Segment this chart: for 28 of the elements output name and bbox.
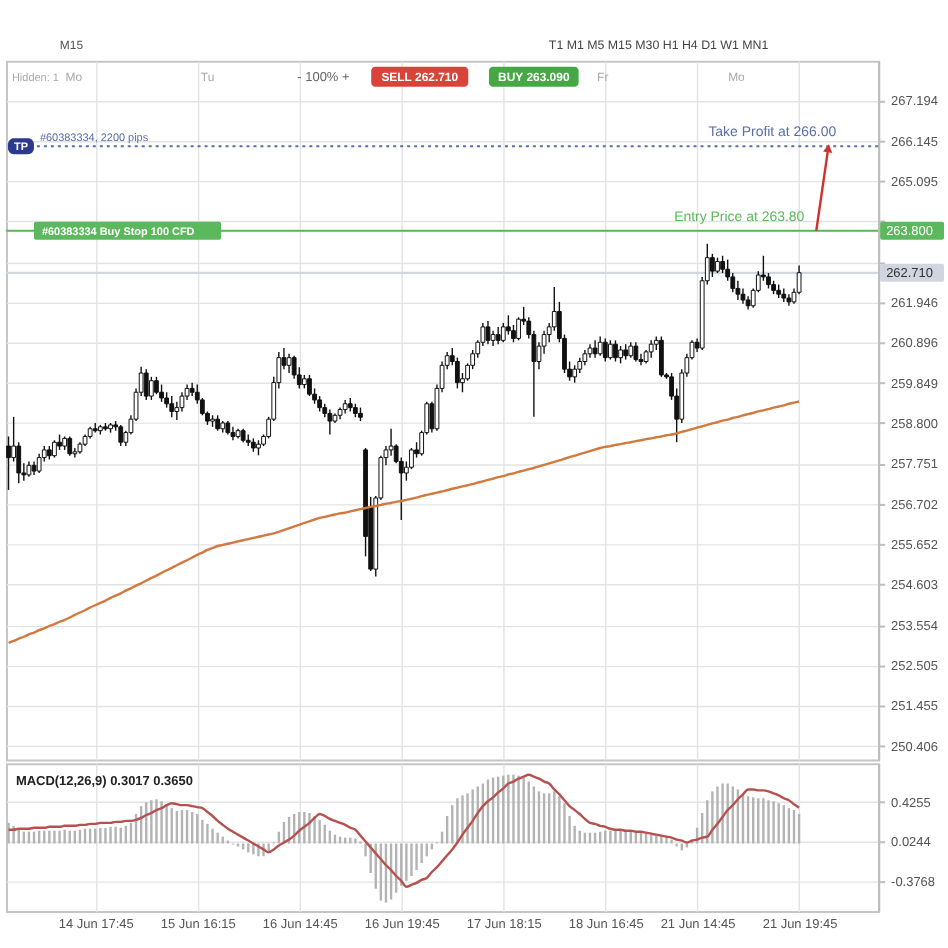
candlestick xyxy=(633,341,639,363)
candlestick xyxy=(602,337,608,363)
candlestick xyxy=(735,280,741,301)
candlestick xyxy=(607,339,613,361)
candlestick xyxy=(500,322,506,343)
line-series xyxy=(7,400,801,645)
candlestick xyxy=(658,335,664,378)
candlestick xyxy=(388,428,394,457)
line-series xyxy=(7,773,801,888)
candlestick xyxy=(118,424,124,447)
candlestick xyxy=(291,355,297,380)
candlestick xyxy=(485,320,491,345)
candlestick xyxy=(709,253,715,278)
candlestick xyxy=(148,376,154,401)
candlestick xyxy=(597,335,603,357)
candlestick xyxy=(505,314,511,336)
candlestick xyxy=(169,395,175,418)
candlestick xyxy=(454,356,460,390)
candlestick xyxy=(307,374,312,397)
candlestick xyxy=(327,408,333,436)
candlestick xyxy=(613,339,618,363)
candlestick xyxy=(6,435,11,491)
candlestick xyxy=(143,368,149,401)
candlestick xyxy=(36,453,42,474)
candlestick xyxy=(67,435,73,457)
candlestick xyxy=(286,353,292,374)
candlestick xyxy=(179,391,185,413)
candlestick xyxy=(592,339,598,359)
